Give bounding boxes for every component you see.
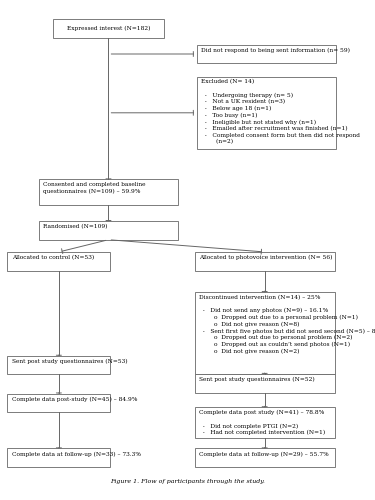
Text: Sent post study questionnaires (N=52): Sent post study questionnaires (N=52) <box>199 377 315 382</box>
FancyBboxPatch shape <box>195 448 334 467</box>
FancyBboxPatch shape <box>39 180 178 205</box>
FancyBboxPatch shape <box>195 374 334 392</box>
Text: Discontinued intervention (N=14) – 25%

  -   Did not send any photos (N=9) – 16: Discontinued intervention (N=14) – 25% -… <box>199 295 375 354</box>
Text: Complete data at follow-up (N=29) – 55.7%: Complete data at follow-up (N=29) – 55.7… <box>199 452 329 456</box>
FancyBboxPatch shape <box>8 252 110 270</box>
Text: Complete data at follow-up (N=33) – 73.3%: Complete data at follow-up (N=33) – 73.3… <box>12 452 141 456</box>
Text: Allocated to control (N=53): Allocated to control (N=53) <box>12 255 94 260</box>
Text: Expressed interest (N=182): Expressed interest (N=182) <box>67 26 150 31</box>
Text: Randomised (N=109): Randomised (N=109) <box>43 224 108 229</box>
Text: Complete data post-study (N=45) – 84.9%: Complete data post-study (N=45) – 84.9% <box>12 396 137 402</box>
FancyBboxPatch shape <box>8 448 110 467</box>
Text: Consented and completed baseline
questionnaires (N=109) – 59.9%: Consented and completed baseline questio… <box>43 182 146 194</box>
Text: Excluded (N= 14)

  -   Undergoing therapy (n= 5)
  -   Not a UK resident (n=3)
: Excluded (N= 14) - Undergoing therapy (n… <box>201 80 360 144</box>
Text: Allocated to photovoice intervention (N= 56): Allocated to photovoice intervention (N=… <box>199 255 333 260</box>
FancyBboxPatch shape <box>39 221 178 240</box>
FancyBboxPatch shape <box>196 44 336 64</box>
FancyBboxPatch shape <box>53 19 164 38</box>
Text: Sent post study questionnaires (N=53): Sent post study questionnaires (N=53) <box>12 359 128 364</box>
FancyBboxPatch shape <box>195 252 334 270</box>
Text: Figure 1. Flow of participants through the study.: Figure 1. Flow of participants through t… <box>110 479 265 484</box>
FancyBboxPatch shape <box>8 356 110 374</box>
Text: Did not respond to being sent information (n= 59): Did not respond to being sent informatio… <box>201 48 350 53</box>
Text: Complete data post study (N=41) – 78.8%

  -   Did not complete PTGI (N=2)
  -  : Complete data post study (N=41) – 78.8% … <box>199 410 326 436</box>
FancyBboxPatch shape <box>196 76 336 149</box>
FancyBboxPatch shape <box>8 394 110 412</box>
FancyBboxPatch shape <box>195 292 334 374</box>
FancyBboxPatch shape <box>195 408 334 438</box>
